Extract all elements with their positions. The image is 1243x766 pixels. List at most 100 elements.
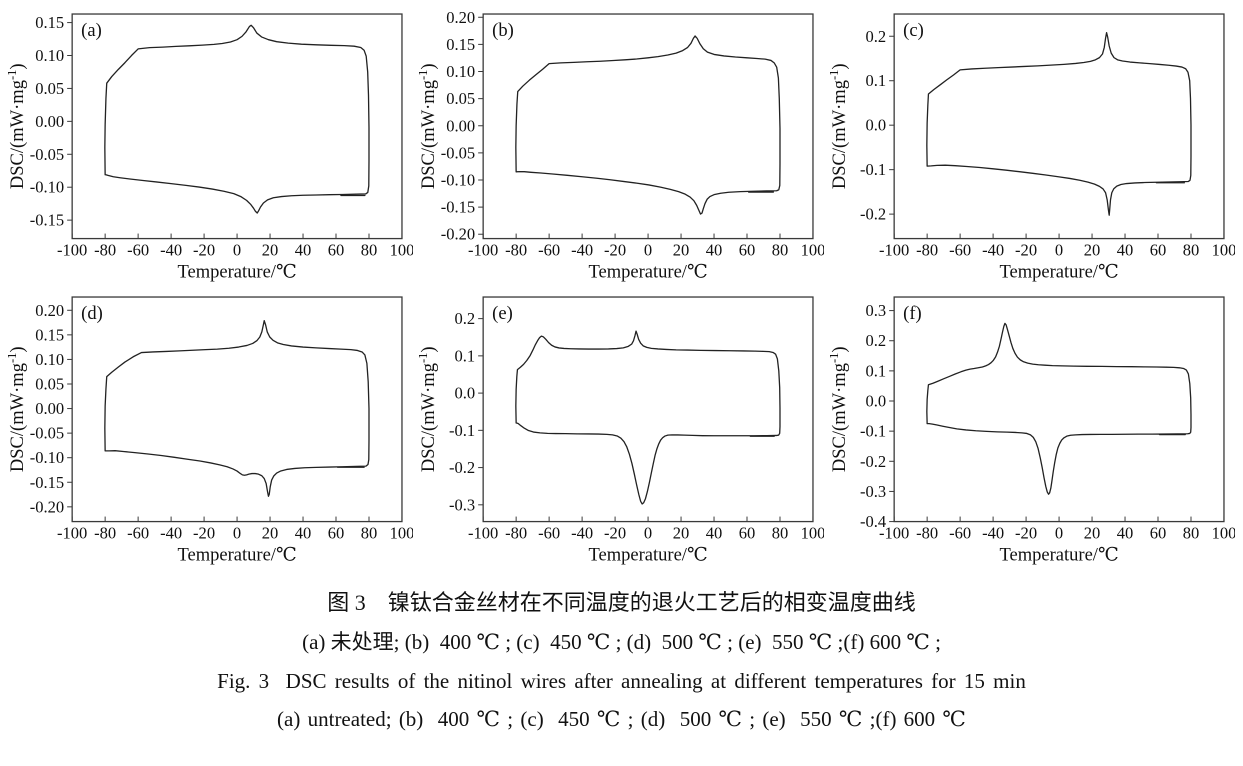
y-axis-title: DSC/(mW·mg-1) <box>830 63 850 189</box>
x-tick-label: -40 <box>160 523 182 542</box>
x-tick-label: 40 <box>295 241 312 260</box>
x-tick-label: -60 <box>127 523 149 542</box>
x-tick-label: -80 <box>505 241 527 260</box>
y-tick-label: 0.10 <box>446 62 475 81</box>
axes-frame <box>893 296 1225 522</box>
y-tick-label: -0.4 <box>860 512 886 531</box>
x-tick-label: 100 <box>801 523 824 542</box>
y-tick-label: -0.10 <box>30 178 64 197</box>
y-tick-label: 0.15 <box>446 35 475 54</box>
y-tick-label: -0.15 <box>30 472 64 491</box>
x-tick-label: -60 <box>949 241 971 260</box>
y-tick-label: 0.10 <box>35 46 64 65</box>
x-tick-label: 100 <box>1212 523 1235 542</box>
x-axis-title: Temperature/℃ <box>177 544 296 565</box>
x-tick-label: -60 <box>538 241 560 260</box>
y-tick-label: 0.2 <box>865 331 886 350</box>
x-tick-label: -80 <box>94 241 116 260</box>
dsc-plot-b: -100 -80 -60 -40 -20 0 20 40 60 80 100 0.20 0.15 0.10… <box>419 8 824 283</box>
axes-frame <box>71 296 403 522</box>
x-tick-label: -40 <box>571 523 593 542</box>
dsc-plot-c: -100 -80 -60 -40 -20 0 20 40 60 80 100 0.2 0.1 0.0 -0.… <box>830 13 1235 283</box>
dsc-plot-e: -100 -80 -60 -40 -20 0 20 40 60 80 100 0.2 0.1 0.0 -0.… <box>419 296 824 565</box>
x-tick-label: 100 <box>1212 241 1235 260</box>
x-tick-label: -60 <box>538 523 560 542</box>
y-tick-label: 0.2 <box>865 27 886 46</box>
panel-label: (c) <box>903 20 924 41</box>
panel-label: (f) <box>903 303 922 324</box>
y-tick-label: 0.00 <box>446 116 475 135</box>
x-tick-label: 60 <box>1150 241 1167 260</box>
x-tick-label: -100 <box>879 241 909 260</box>
x-tick-label: 60 <box>1150 523 1167 542</box>
y-tick-label: -0.10 <box>441 171 475 190</box>
y-tick-label: -0.2 <box>860 205 886 224</box>
axes-frame <box>482 13 814 240</box>
x-tick-label: -100 <box>468 523 498 542</box>
y-tick-label: -0.3 <box>860 482 886 501</box>
dsc-loop <box>926 32 1192 216</box>
x-tick-label: -100 <box>879 523 909 542</box>
x-tick-label: 80 <box>772 241 789 260</box>
y-tick-label: 0.00 <box>35 399 64 418</box>
x-tick-label: 20 <box>262 523 279 542</box>
dsc-loop <box>926 322 1192 495</box>
y-tick-label: -0.10 <box>30 448 64 467</box>
panel-label: (a) <box>81 20 102 41</box>
y-tick-label: 0.0 <box>865 391 886 410</box>
y-axis-title: DSC/(mW·mg-1) <box>8 346 28 472</box>
y-tick-label: 0.0 <box>865 116 886 135</box>
x-tick-label: -40 <box>160 241 182 260</box>
x-tick-label: 20 <box>673 241 690 260</box>
x-tick-label: 40 <box>1117 241 1134 260</box>
dsc-plot-f: -100 -80 -60 -40 -20 0 20 40 60 80 100 0.3 0.2 0.1 0.0… <box>830 296 1235 565</box>
x-tick-label: -100 <box>57 241 87 260</box>
plot-cell-d: -100 -80 -60 -40 -20 0 20 40 60 80 100 0.20 0.15 0.10… <box>8 289 413 568</box>
x-tick-label: 40 <box>706 523 723 542</box>
x-tick-label: -20 <box>604 241 626 260</box>
y-axis-title: DSC/(mW·mg-1) <box>419 346 439 472</box>
caption-en-title: Fig. 3 DSC results of the nitinol wires … <box>217 668 1026 693</box>
x-tick-label: -40 <box>982 523 1004 542</box>
dsc-plot-a: -100 -80 -60 -40 -20 0 20 40 60 80 100 0.15 0.10 0.05… <box>8 13 413 283</box>
axes-frame <box>71 13 403 240</box>
x-tick-label: 100 <box>390 241 413 260</box>
y-tick-label: -0.1 <box>449 421 475 440</box>
x-tick-label: -40 <box>982 241 1004 260</box>
x-axis-title: Temperature/℃ <box>177 262 296 283</box>
figure-caption: 图 3 镍钛合金丝材在不同温度的退火工艺后的相变温度曲线 (a) 未处理; (b… <box>0 583 1243 738</box>
y-tick-label: 0.20 <box>35 300 64 319</box>
y-axis-title: DSC/(mW·mg-1) <box>830 346 850 472</box>
x-tick-label: 40 <box>1117 523 1134 542</box>
x-axis-title: Temperature/℃ <box>999 544 1118 565</box>
x-tick-label: -20 <box>193 241 215 260</box>
caption-en-items: (a) untreated; (b) 400 ℃ ; (c) 450 ℃ ; (… <box>277 706 966 731</box>
dsc-plots-grid: -100 -80 -60 -40 -20 0 20 40 60 80 100 0.15 0.10 0.05… <box>8 6 1235 568</box>
x-tick-label: -20 <box>1015 523 1037 542</box>
plot-cell-a: -100 -80 -60 -40 -20 0 20 40 60 80 100 0.15 0.10 0.05… <box>8 6 413 285</box>
y-tick-label: 0.05 <box>35 79 64 98</box>
y-tick-label: -0.1 <box>860 421 886 440</box>
panel-label: (d) <box>81 303 103 324</box>
dsc-loop <box>515 330 781 505</box>
x-axis-title: Temperature/℃ <box>999 262 1118 283</box>
plot-cell-f: -100 -80 -60 -40 -20 0 20 40 60 80 100 0.3 0.2 0.1 0.0… <box>830 289 1235 568</box>
plot-cell-c: -100 -80 -60 -40 -20 0 20 40 60 80 100 0.2 0.1 0.0 -0.… <box>830 6 1235 285</box>
panel-label: (b) <box>492 20 514 41</box>
y-tick-label: 0.1 <box>454 346 475 365</box>
y-tick-label: -0.05 <box>441 143 475 162</box>
panel-label: (e) <box>492 303 513 324</box>
x-tick-label: 20 <box>673 523 690 542</box>
y-tick-label: 0.1 <box>865 71 886 90</box>
x-tick-label: -20 <box>193 523 215 542</box>
x-tick-label: -80 <box>916 523 938 542</box>
y-tick-label: 0.10 <box>35 350 64 369</box>
x-tick-label: -40 <box>571 241 593 260</box>
plot-cell-b: -100 -80 -60 -40 -20 0 20 40 60 80 100 0.20 0.15 0.10… <box>419 6 824 285</box>
y-tick-label: 0.15 <box>35 13 64 32</box>
y-tick-label: 0.1 <box>865 361 886 380</box>
y-tick-label: 0.05 <box>446 89 475 108</box>
y-tick-label: -0.15 <box>30 211 64 230</box>
x-tick-label: -80 <box>505 523 527 542</box>
y-tick-label: -0.2 <box>860 451 886 470</box>
